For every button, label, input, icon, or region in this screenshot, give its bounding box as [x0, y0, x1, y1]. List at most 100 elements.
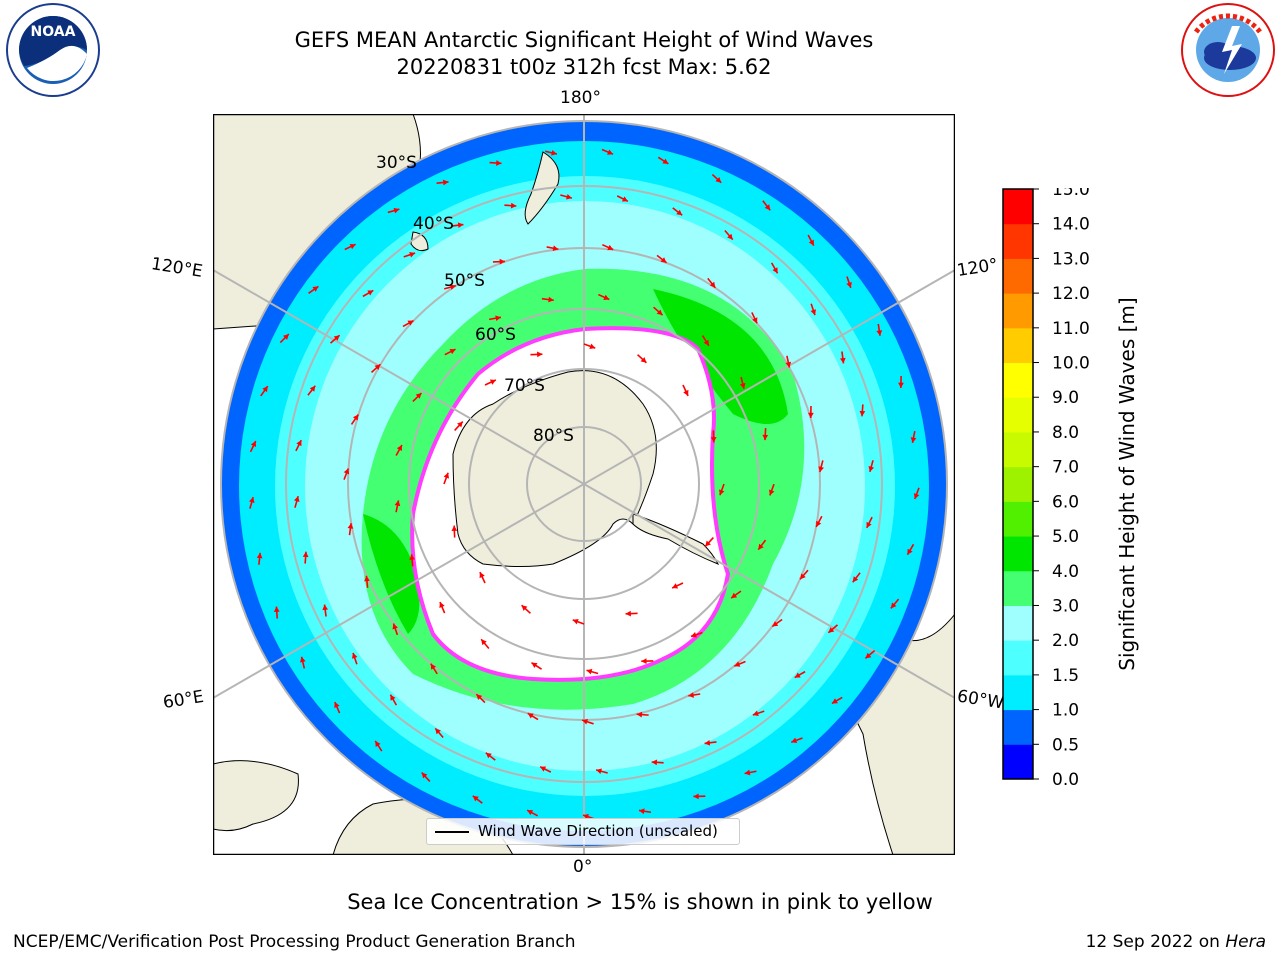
- legend-line-symbol: [435, 831, 469, 833]
- wind-wave-arrowhead: [625, 610, 631, 617]
- colorbar-tick-label: 8.0: [1052, 423, 1079, 443]
- wind-wave-arrowhead: [772, 267, 778, 274]
- wind-wave-arrowhead: [510, 202, 517, 209]
- wind-wave-arrowhead: [396, 445, 402, 452]
- wind-wave-arrowhead: [603, 294, 610, 300]
- wind-wave-arrowhead: [343, 468, 350, 475]
- africa-landmass: [213, 760, 299, 832]
- colorbar-segment: [1003, 536, 1033, 572]
- wind-wave-arrowhead: [351, 652, 358, 659]
- wind-wave-arrowhead: [589, 343, 596, 350]
- wind-wave-arrowhead: [527, 810, 534, 816]
- wind-wave-arrowhead: [768, 489, 775, 496]
- wind-wave-arrowhead: [688, 692, 694, 698]
- wind-wave-arrowhead: [816, 520, 822, 527]
- wind-wave-arrowhead: [662, 158, 669, 164]
- wind-wave-arrowhead: [375, 740, 381, 747]
- map-legend: Wind Wave Direction (unscaled): [426, 818, 740, 845]
- colorbar: 0.0 0.5 1.0 1.5 2.0 3.0 4.0 5.0 6.0 7.0 8.0 9.0 10.0…: [1002, 188, 1090, 788]
- nws-logo: [1181, 3, 1275, 97]
- wind-wave-arrowhead: [390, 694, 396, 701]
- footer-credit: NCEP/EMC/Verification Post Processing Pr…: [13, 932, 576, 952]
- colorbar-segment: [1003, 293, 1033, 329]
- wind-wave-arrowhead: [322, 604, 329, 611]
- wind-wave-arrowhead: [744, 769, 751, 776]
- colorbar-tick-label: 11.0: [1052, 319, 1090, 339]
- colorbar-tick-label: 4.0: [1052, 562, 1079, 582]
- wind-wave-arrowhead: [656, 309, 663, 316]
- colorbar-segment: [1003, 640, 1033, 676]
- lon-label-180: 180°: [560, 88, 601, 108]
- colorbar-tick-label: 1.5: [1052, 666, 1079, 686]
- wind-wave-arrowhead: [907, 548, 913, 555]
- colorbar-tick-label: 3.0: [1052, 596, 1079, 616]
- wind-wave-arrowhead: [548, 296, 554, 303]
- lon-label-60w: 60°W: [955, 686, 1006, 714]
- wind-wave-arrowhead: [476, 694, 483, 700]
- wind-wave-arrowhead: [537, 351, 543, 358]
- wind-wave-arrowhead: [248, 497, 255, 503]
- colorbar-tick-label: 0.5: [1052, 735, 1079, 755]
- wind-wave-arrowhead: [831, 698, 838, 704]
- wind-wave-arrowhead: [481, 639, 487, 646]
- colorbar-tick-label: 15.0: [1052, 188, 1090, 200]
- wind-wave-arrowhead: [596, 768, 602, 775]
- wind-wave-arrowhead: [709, 281, 716, 288]
- colorbar-segment: [1003, 674, 1033, 711]
- lat-label-80s: 80°S: [533, 426, 574, 446]
- wind-wave-arrowhead: [540, 766, 547, 772]
- footer-date-text: 12 Sep 2022 on: [1085, 932, 1226, 952]
- wind-wave-arrowhead: [758, 543, 764, 550]
- lon-label-120w: 120°: [955, 254, 1000, 282]
- wind-wave-arrowhead: [852, 576, 859, 583]
- colorbar-tick-label: 10.0: [1052, 354, 1090, 374]
- wind-wave-arrowhead: [621, 196, 628, 202]
- wind-wave-arrowhead: [890, 602, 897, 609]
- lon-label-60e: 60°E: [161, 686, 206, 714]
- wind-wave-arrowhead: [641, 658, 647, 664]
- wind-wave-arrowhead: [566, 193, 572, 200]
- colorbar-tick-label: 7.0: [1052, 458, 1079, 478]
- wind-wave-arrowhead: [718, 489, 725, 496]
- colorbar-segment: [1003, 189, 1033, 225]
- longitude-graticule: [213, 114, 955, 855]
- wind-wave-arrowhead: [727, 233, 733, 240]
- wind-wave-arrowhead: [913, 493, 920, 500]
- wind-wave-arrowhead: [349, 243, 356, 250]
- wind-wave-arrowhead: [639, 808, 645, 815]
- wind-wave-arrowhead: [828, 627, 835, 633]
- wind-wave-arrowhead: [415, 393, 422, 399]
- map-title: GEFS MEAN Antarctic Significant Height o…: [294, 28, 874, 52]
- wind-wave-arrowhead: [734, 661, 741, 667]
- wind-wave-arrowhead: [439, 602, 445, 609]
- noaa-logo: NOAA: [6, 3, 100, 97]
- colorbar-segment: [1003, 223, 1033, 259]
- wind-wave-arrowhead: [866, 521, 872, 528]
- wind-wave-arrowhead: [364, 575, 370, 582]
- wind-wave-arrowhead: [752, 710, 759, 717]
- colorbar-tick-label: 1.0: [1052, 701, 1079, 721]
- legend-label: Wind Wave Direction (unscaled): [478, 822, 718, 840]
- map-panel: 30°S 40°S 50°S 60°S 70°S 80°S Wind Wave …: [212, 113, 956, 856]
- colorbar-segment: [1003, 605, 1033, 641]
- colorbar-segment: [1003, 327, 1033, 364]
- wind-wave-arrowhead: [898, 382, 904, 388]
- wind-wave-arrowhead: [808, 239, 814, 246]
- wind-wave-arrowhead: [693, 793, 699, 800]
- colorbar-segment: [1003, 431, 1033, 468]
- wind-wave-arrowhead: [865, 652, 872, 659]
- wind-wave-arrowhead: [472, 795, 479, 802]
- wind-wave-arrowhead: [521, 605, 528, 611]
- wind-wave-arrowhead: [409, 251, 416, 258]
- wind-wave-arrowhead: [293, 496, 300, 502]
- wind-wave-arrowhead: [739, 382, 746, 389]
- colorbar-segment: [1003, 466, 1033, 502]
- colorbar-tick-label: 5.0: [1052, 527, 1079, 547]
- wind-wave-arrowhead: [839, 357, 846, 364]
- wind-wave-arrowhead: [394, 500, 401, 507]
- wind-wave-arrowhead: [752, 317, 758, 324]
- wind-wave-arrows: [248, 148, 920, 820]
- wind-wave-arrowhead: [435, 728, 441, 735]
- wind-wave-arrowhead: [710, 437, 717, 443]
- wind-wave-arrowhead: [333, 335, 340, 341]
